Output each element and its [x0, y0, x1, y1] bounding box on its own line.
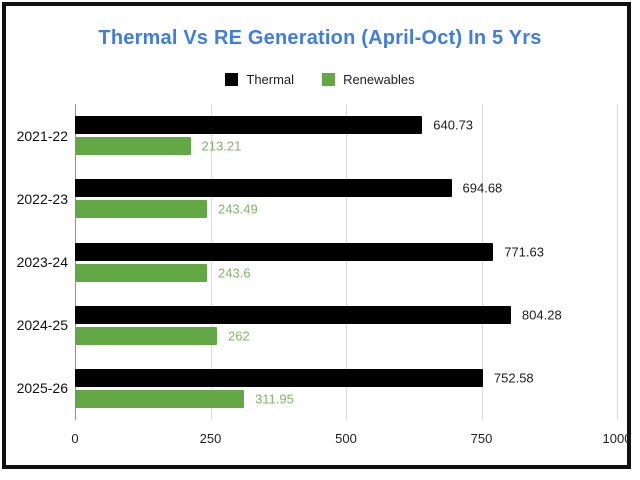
value-label: 804.28: [521, 307, 562, 323]
value-label: 640.73: [433, 117, 474, 133]
value-label: 752.58: [493, 370, 534, 386]
x-tick-label: 750: [470, 431, 493, 446]
bar-rows: 2021-22 640.73 213.21 2022-23 694.68 243.49 20…: [17, 104, 617, 420]
x-axis: 0 250 500 750 1000: [71, 431, 631, 449]
category-label: 2025-26: [16, 380, 68, 397]
value-label: 694.68: [462, 180, 503, 196]
gridline: [346, 104, 347, 420]
bar-thermal: 752.58: [75, 368, 534, 387]
value-label: 771.63: [504, 244, 544, 259]
chart-title: Thermal Vs RE Generation (April-Oct) In …: [98, 27, 542, 49]
gridline: [481, 104, 483, 420]
bar-row: 2022-23 694.68 243.49: [17, 167, 617, 230]
bar-renewables: 262: [75, 326, 250, 345]
bar-thermal: 640.73: [75, 116, 473, 135]
plot-area: 2021-22 640.73 213.21 2022-23 694.68 243.49 20…: [17, 104, 618, 420]
bar-thermal: 771.63: [75, 242, 544, 261]
x-tick-label: 1000: [602, 431, 632, 446]
category-label: 2024-25: [16, 317, 68, 334]
bar-renewables: 243.6: [75, 263, 251, 282]
value-label: 311.95: [255, 391, 294, 407]
category-label: 2021-22: [16, 127, 68, 144]
bar-row: 2021-22 640.73 213.21: [17, 104, 617, 167]
category-label: 2023-24: [16, 254, 68, 270]
value-label: 243.6: [218, 265, 251, 280]
legend-label: Renewables: [343, 72, 415, 87]
legend-swatch-icon: [225, 73, 239, 86]
value-label: 243.49: [217, 201, 258, 217]
legend-item-renewables: Renewables: [322, 72, 415, 87]
bar-row: 2025-26 752.58 311.95: [17, 357, 617, 420]
gridline: [210, 104, 212, 420]
chart-legend: Thermal Renewables: [0, 72, 640, 87]
legend-swatch-icon: [322, 73, 336, 86]
bar-renewables: 213.21: [75, 137, 241, 156]
bar-row: 2024-25 804.28 262: [17, 294, 617, 357]
bar-thermal: 694.68: [75, 179, 502, 198]
category-label: 2022-23: [16, 190, 68, 207]
value-label: 213.21: [201, 138, 242, 154]
y-axis-line: [75, 104, 76, 420]
bar-renewables: 243.49: [75, 200, 258, 219]
bar-thermal: 804.28: [75, 305, 562, 324]
bar-row: 2023-24 771.63 243.6: [17, 230, 617, 293]
gridline: [617, 104, 618, 420]
x-tick-label: 500: [335, 431, 357, 446]
legend-item-thermal: Thermal: [225, 72, 294, 87]
legend-label: Thermal: [246, 72, 295, 87]
bar-renewables: 311.95: [75, 389, 294, 408]
x-tick-label: 0: [71, 431, 79, 446]
x-tick-label: 250: [199, 431, 222, 446]
value-label: 262: [228, 328, 250, 344]
